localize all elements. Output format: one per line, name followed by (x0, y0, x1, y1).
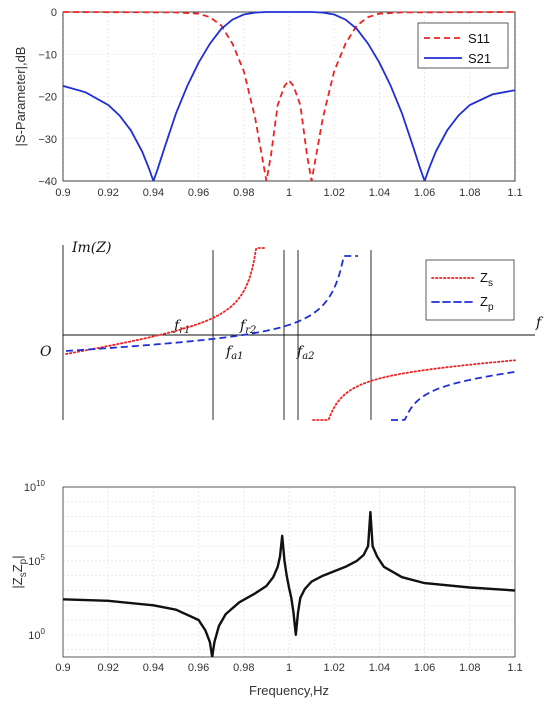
series-line-zs-branch (312, 359, 516, 421)
frequency-marker-label: fa2 (296, 344, 315, 362)
series-line-s21 (63, 11, 515, 181)
impedance-product-plot: 0.9 0.92 0.94 0.96 0.98 1 1.02 1.04 1.06 1.08 1.1 1… (10, 479, 523, 698)
x-tick-label: 0.92 (97, 187, 118, 199)
x-tick-label: 1.08 (459, 662, 480, 674)
origin-label: O (40, 344, 52, 360)
x-tick-label: 1.1 (507, 662, 522, 674)
x-tick-label: 1.02 (323, 187, 344, 199)
x-tick-label: 1.06 (414, 662, 435, 674)
x-axis-label: f (535, 315, 544, 331)
x-tick-label: 0.96 (188, 187, 209, 199)
legend-box (425, 259, 515, 321)
s-parameter-plot: 0.9 0.92 0.94 0.96 0.98 1 1.02 1.04 1.06 1.08 1.1 0… (13, 7, 523, 199)
x-tick-label: 1.1 (507, 187, 522, 199)
x-tick-label: 0.9 (55, 187, 70, 199)
legend-label: S21 (468, 51, 491, 66)
x-tick-label: 0.98 (233, 187, 254, 199)
y-axis-label: Im(Z) (71, 240, 111, 256)
frequency-marker-label: fa1 (225, 344, 244, 362)
x-tick-label: 0.94 (143, 662, 164, 674)
y-tick-label: −10 (38, 49, 57, 61)
x-tick-label: 1 (286, 662, 292, 674)
x-tick-label: 0.94 (143, 187, 164, 199)
series-line-zp (65, 255, 358, 352)
series-line-zs-zp (63, 510, 515, 657)
series-line-zs (65, 247, 267, 355)
y-tick-label: −40 (38, 176, 57, 188)
y-axis-label: |S-Parameter|,dB (13, 47, 28, 147)
x-tick-label: 0.92 (97, 662, 118, 674)
series-line-zp-branch (391, 371, 516, 421)
plot-frame (62, 486, 516, 658)
legend-box (417, 22, 509, 69)
x-tick-label: 0.98 (233, 662, 254, 674)
y-tick-label: −30 (38, 134, 57, 146)
y-tick-label: 0 (51, 7, 57, 19)
x-tick-label: 1.04 (369, 662, 390, 674)
x-tick-label: 1.02 (323, 662, 344, 674)
y-axis-label: |ZsZp| (10, 555, 29, 588)
legend-label: S11 (468, 31, 490, 46)
x-tick-label: 1.06 (414, 187, 435, 199)
y-tick-label: 100 (28, 627, 45, 642)
x-tick-label: 0.9 (55, 662, 70, 674)
legend: ZsZp (425, 259, 515, 321)
y-tick-label: 105 (28, 553, 45, 568)
y-tick-label: −20 (38, 92, 57, 104)
x-tick-label: 0.96 (188, 662, 209, 674)
x-tick-label: 1.04 (369, 187, 390, 199)
x-tick-label: 1 (286, 187, 292, 199)
x-tick-label: 1.08 (459, 187, 480, 199)
y-tick-label: 1010 (24, 479, 46, 494)
x-axis-label: Frequency,Hz (249, 683, 329, 698)
